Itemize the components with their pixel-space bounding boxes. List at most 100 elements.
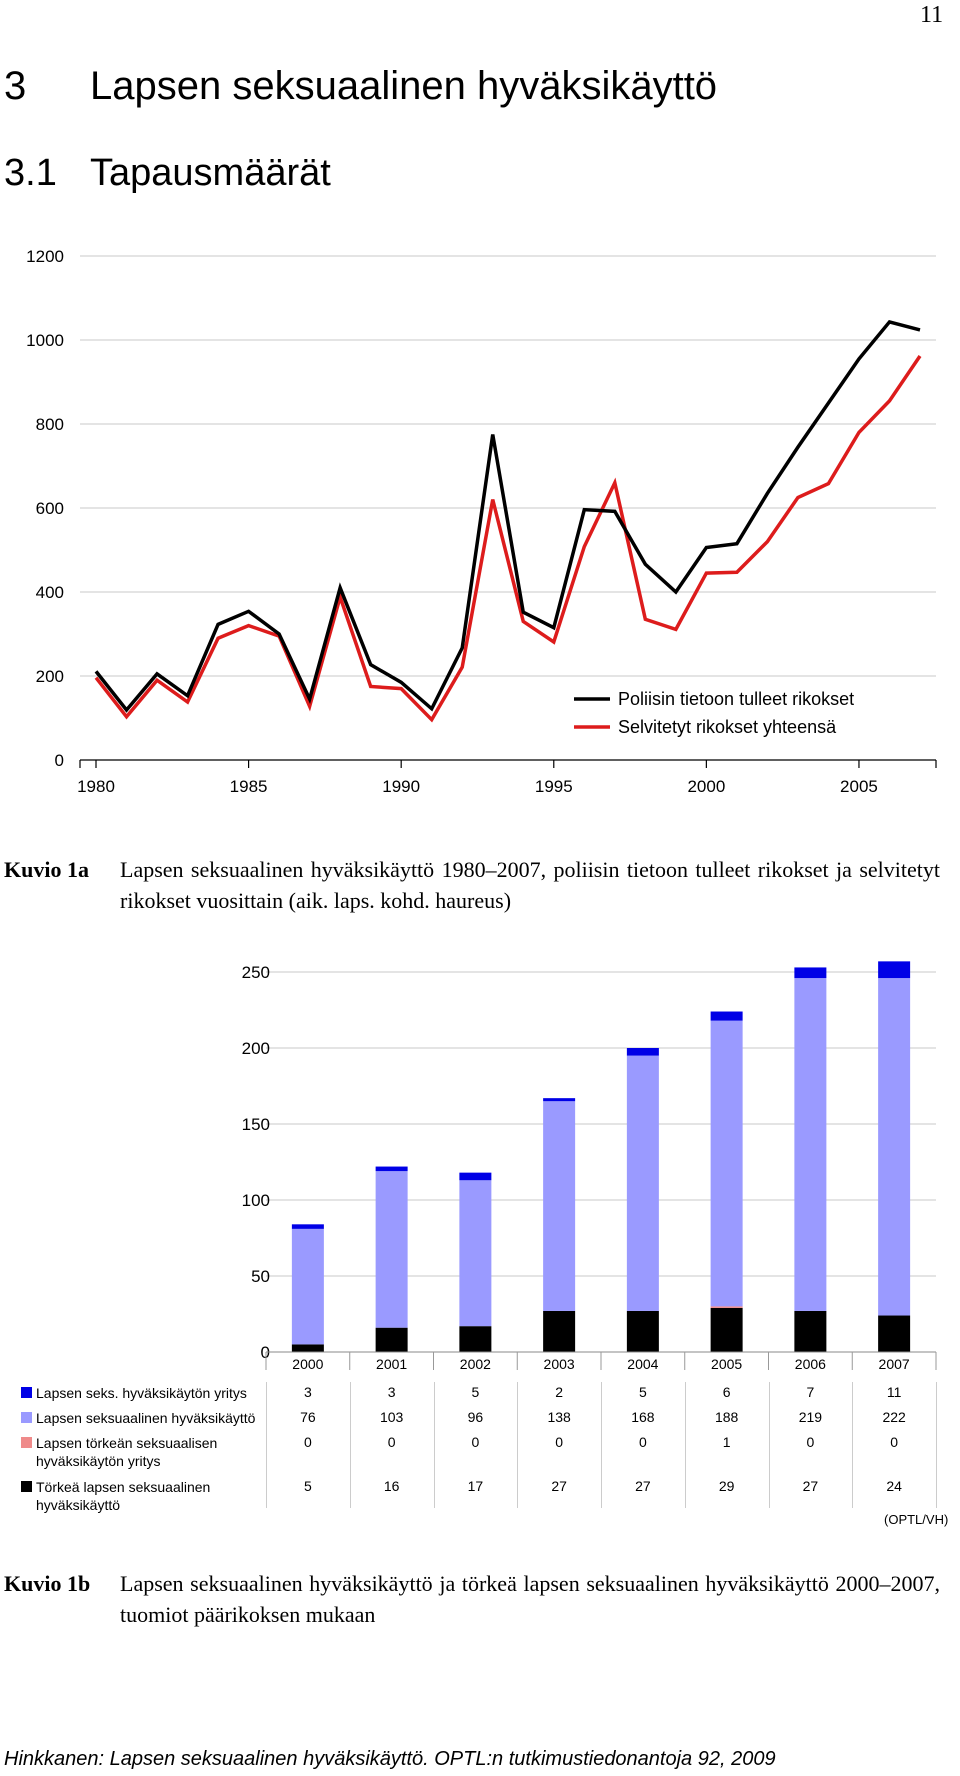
table-cell: 138 — [547, 1409, 571, 1425]
chapter-number: 3 — [4, 64, 27, 108]
table-cell: 1 — [722, 1434, 731, 1450]
y-tick-label: 0 — [261, 1343, 270, 1362]
table-cell: 3 — [387, 1384, 396, 1400]
y-tick-label: 50 — [251, 1267, 270, 1286]
bar-segment — [543, 1101, 576, 1311]
y-tick-label: 0 — [55, 751, 64, 770]
table-cell: 7 — [806, 1384, 815, 1400]
row-label: Lapsen seksuaalinen hyväksikäyttö — [36, 1410, 256, 1426]
source-note: (OPTL/VH) — [884, 1512, 949, 1527]
table-cell: 0 — [555, 1434, 564, 1450]
bar-segment — [710, 1020, 743, 1307]
table-cell: 29 — [718, 1478, 735, 1494]
bar-segment — [291, 1224, 324, 1229]
bar-segment — [878, 978, 911, 1316]
table-cell: 24 — [886, 1478, 902, 1494]
bar-segment — [794, 1310, 827, 1352]
x-tick-label: 2003 — [544, 1356, 575, 1370]
table-cell: 5 — [471, 1384, 480, 1400]
table-divider — [852, 1382, 854, 1508]
x-tick-label: 1995 — [535, 777, 573, 796]
x-tick-label: 2002 — [460, 1356, 491, 1370]
line-chart: 0 200 400 600 800 1000 1200 1980 1985 1990 1995 200… — [26, 247, 937, 796]
table-divider — [936, 1382, 937, 1508]
table-cell: 16 — [383, 1478, 400, 1494]
table-cell: 3 — [303, 1384, 312, 1400]
legend-swatch — [21, 1387, 32, 1398]
x-tick-label: 2006 — [795, 1356, 826, 1370]
figure-1a-caption-text: Lapsen seksuaalinen hyväksikäyttö 1980–2… — [120, 857, 940, 913]
y-tick-label: 1200 — [26, 247, 64, 266]
stacked-bar-chart: 0 50 100 150 200 250 2000 2001 2002 2003 2004 2005 2… — [242, 961, 937, 1370]
table-cell: 2 — [555, 1384, 564, 1400]
table-divider — [433, 1382, 435, 1508]
section-title: Tapausmäärät — [90, 152, 331, 194]
y-tick-label: 150 — [242, 1115, 270, 1134]
x-tick-label: 2005 — [711, 1356, 742, 1370]
x-tick-label: 2001 — [376, 1356, 407, 1370]
table-cell: 0 — [471, 1434, 480, 1450]
table-cell: 0 — [387, 1434, 396, 1450]
table-cell: 0 — [890, 1434, 899, 1450]
y-tick-label: 200 — [36, 667, 64, 686]
legend-swatch — [21, 1437, 32, 1448]
table-divider — [266, 1382, 267, 1508]
x-tick-label: 2000 — [687, 777, 725, 796]
table-divider — [349, 1382, 351, 1508]
bar-segment — [878, 1315, 911, 1352]
figure-1b-caption-text: Lapsen seksuaalinen hyväksikäyttö ja tör… — [120, 1571, 940, 1627]
table-cell: 5 — [638, 1384, 647, 1400]
page-number: 11 — [920, 2, 944, 28]
bar-segment — [543, 1310, 576, 1352]
y-tick-label: 100 — [242, 1191, 270, 1210]
figure-1a-label: Kuvio 1a — [4, 857, 89, 882]
legend-label: Selvitetyt rikokset yhteensä — [618, 717, 837, 737]
bar-segment — [375, 1327, 408, 1352]
bar-segment — [291, 1228, 324, 1345]
table-cell: 27 — [635, 1478, 651, 1494]
x-tick-label: 1980 — [77, 777, 115, 796]
footer-citation: Hinkkanen: Lapsen seksuaalinen hyväksikä… — [4, 1748, 776, 1770]
x-tick-label: 2004 — [627, 1356, 658, 1370]
x-tick-label: 1985 — [230, 777, 268, 796]
table-cell: 222 — [882, 1409, 906, 1425]
table-cell: 76 — [300, 1409, 316, 1425]
row-label: Törkeä lapsen seksuaalinen hyväksikäyttö — [36, 1479, 211, 1513]
bar-segment — [543, 1098, 576, 1102]
bar-segment — [878, 961, 911, 979]
table-cell: 6 — [722, 1384, 731, 1400]
table-cell: 0 — [806, 1434, 815, 1450]
bar-segment — [459, 1172, 492, 1181]
bar-segment — [710, 1011, 743, 1021]
chapter-heading: 3 Lapsen seksuaalinen hyväksikäyttö — [4, 64, 717, 109]
table-cell: 219 — [798, 1409, 823, 1425]
bar-segment — [794, 978, 827, 1311]
y-tick-label: 600 — [36, 499, 64, 518]
row-label: Lapsen törkeän seksuaalisen hyväksikäytö… — [36, 1435, 218, 1469]
chapter-title: Lapsen seksuaalinen hyväksikäyttö — [90, 64, 718, 108]
legend-swatch — [21, 1481, 32, 1492]
table-cell: 17 — [467, 1478, 484, 1494]
bar-segment — [710, 1306, 743, 1308]
table-cell: 103 — [379, 1409, 404, 1425]
bar-segment — [626, 1048, 659, 1056]
bar-segment — [375, 1171, 408, 1328]
figure-1b-caption: Kuvio 1b Lapsen seksuaalinen hyväksikäyt… — [4, 1568, 944, 1638]
table-divider — [768, 1382, 770, 1508]
table-cell: 27 — [802, 1478, 819, 1494]
x-tick-label: 2000 — [292, 1356, 323, 1370]
series-line — [94, 319, 921, 713]
bar-segment — [710, 1307, 743, 1352]
bar-segment — [459, 1326, 492, 1352]
y-tick-label: 800 — [36, 415, 64, 434]
y-tick-label: 250 — [242, 963, 270, 982]
table-cell: 188 — [714, 1409, 739, 1425]
bar-segment — [626, 1055, 659, 1311]
table-cell: 5 — [303, 1478, 312, 1494]
x-tick-label: 2005 — [840, 777, 878, 796]
table-cell: 27 — [551, 1478, 567, 1494]
y-tick-label: 400 — [36, 583, 64, 602]
x-tick-label: 2007 — [879, 1356, 910, 1370]
figure-1a-caption: Kuvio 1a Lapsen seksuaalinen hyväksikäyt… — [4, 854, 944, 924]
table-cell: 168 — [631, 1409, 655, 1425]
